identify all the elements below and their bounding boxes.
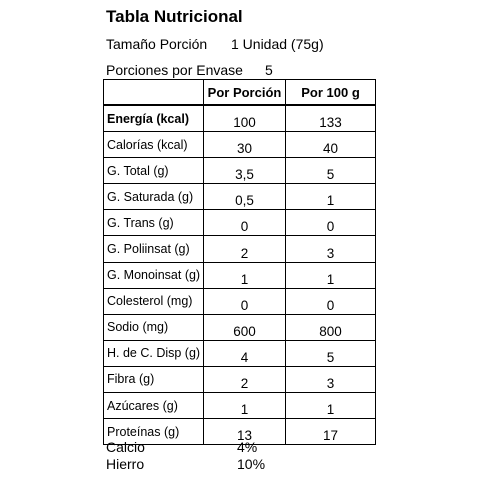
per-100g-value: 0 <box>285 287 376 315</box>
nutrient-name: G. Poliinsat (g) <box>103 235 204 263</box>
nutrition-table-body: Energía (kcal) 100 133 Calorías (kcal) 30 40 G… <box>103 104 376 446</box>
mineral-row: Calcio 4% <box>106 439 265 456</box>
mineral-row: Hierro 10% <box>106 456 265 473</box>
mineral-name: Hierro <box>106 456 145 472</box>
per-serving-value: 0 <box>203 209 286 237</box>
nutrient-name: G. Total (g) <box>103 157 204 185</box>
table-row: G. Saturada (g) 0,5 1 <box>103 183 376 211</box>
mineral-name: Calcio <box>106 439 145 455</box>
serving-size-value: 1 Unidad (75g) <box>231 36 324 52</box>
table-row: Calorías (kcal) 30 40 <box>103 131 376 159</box>
table-row: Colesterol (mg) 0 0 <box>103 287 376 315</box>
serving-size-label: Tamaño Porción <box>106 36 208 52</box>
servings-per-package-label: Porciones por Envase <box>106 62 243 78</box>
table-row: H. de C. Disp (g) 4 5 <box>103 339 376 367</box>
per-100g-value: 40 <box>285 131 376 159</box>
servings-per-package-value: 5 <box>265 62 273 78</box>
mineral-value: 10% <box>237 456 266 472</box>
table-row: Energía (kcal) 100 133 <box>103 104 376 133</box>
per-serving-value: 1 <box>203 392 286 420</box>
table-row: Proteínas (g) 13 17 <box>103 418 376 446</box>
per-100g-value: 800 <box>285 313 376 341</box>
per-100g-value: 133 <box>285 104 376 133</box>
per-serving-value: 0,5 <box>203 183 286 211</box>
per-100g-value: 3 <box>285 235 376 263</box>
nutrient-name: G. Trans (g) <box>103 209 204 237</box>
table-row: G. Poliinsat (g) 2 3 <box>103 235 376 263</box>
per-serving-value: 4 <box>203 339 286 367</box>
per-serving-value: 30 <box>203 131 286 159</box>
table-row: Sodio (mg) 600 800 <box>103 313 376 341</box>
per-serving-value: 3,5 <box>203 157 286 185</box>
per-serving-value: 1 <box>203 261 286 289</box>
per-serving-value: 2 <box>203 235 286 263</box>
nutrient-name: Sodio (mg) <box>103 313 204 341</box>
nutrient-name: G. Saturada (g) <box>103 183 204 211</box>
nutrient-name: Energía (kcal) <box>103 104 204 133</box>
per-serving-value: 2 <box>203 365 286 394</box>
per-serving-value: 13 <box>203 418 286 446</box>
page-title: Tabla Nutricional <box>106 7 243 26</box>
header-per-100g: Por 100 g <box>285 79 376 106</box>
table-header-row: Por Porción Por 100 g <box>103 79 376 106</box>
nutrient-name: G. Monoinsat (g) <box>103 261 204 289</box>
per-100g-value: 1 <box>285 183 376 211</box>
nutrient-name: Azúcares (g) <box>103 392 204 420</box>
serving-size: Tamaño Porción 1 Unidad (75g) <box>106 35 324 53</box>
table-row: G. Monoinsat (g) 1 1 <box>103 261 376 289</box>
minerals-list: Calcio 4% Hierro 10% <box>106 439 265 473</box>
header-per-serving: Por Porción <box>203 79 286 106</box>
per-serving-value: 600 <box>203 313 286 341</box>
per-100g-value: 0 <box>285 209 376 237</box>
per-serving-value: 100 <box>203 104 286 133</box>
nutrient-name: Fibra (g) <box>103 365 204 394</box>
servings-per-package: Porciones por Envase 5 <box>106 61 273 79</box>
nutrient-name: Colesterol (mg) <box>103 287 204 315</box>
mineral-value: 4% <box>237 439 258 455</box>
nutrient-name: H. de C. Disp (g) <box>103 339 204 367</box>
per-100g-value: 1 <box>285 261 376 289</box>
table-row: Fibra (g) 2 3 <box>103 365 376 394</box>
header-nutrient <box>103 79 204 106</box>
nutrition-table: Por Porción Por 100 g Energía (kcal) 100 1… <box>103 79 376 446</box>
per-serving-value: 0 <box>203 287 286 315</box>
per-100g-value: 3 <box>285 365 376 394</box>
nutrient-name: Calorías (kcal) <box>103 131 204 159</box>
table-row: G. Total (g) 3,5 5 <box>103 157 376 185</box>
per-100g-value: 5 <box>285 339 376 367</box>
nutrient-name: Proteínas (g) <box>103 418 204 446</box>
table-row: Azúcares (g) 1 1 <box>103 392 376 420</box>
per-100g-value: 1 <box>285 392 376 420</box>
table-row: G. Trans (g) 0 0 <box>103 209 376 237</box>
per-100g-value: 17 <box>285 418 376 446</box>
per-100g-value: 5 <box>285 157 376 185</box>
